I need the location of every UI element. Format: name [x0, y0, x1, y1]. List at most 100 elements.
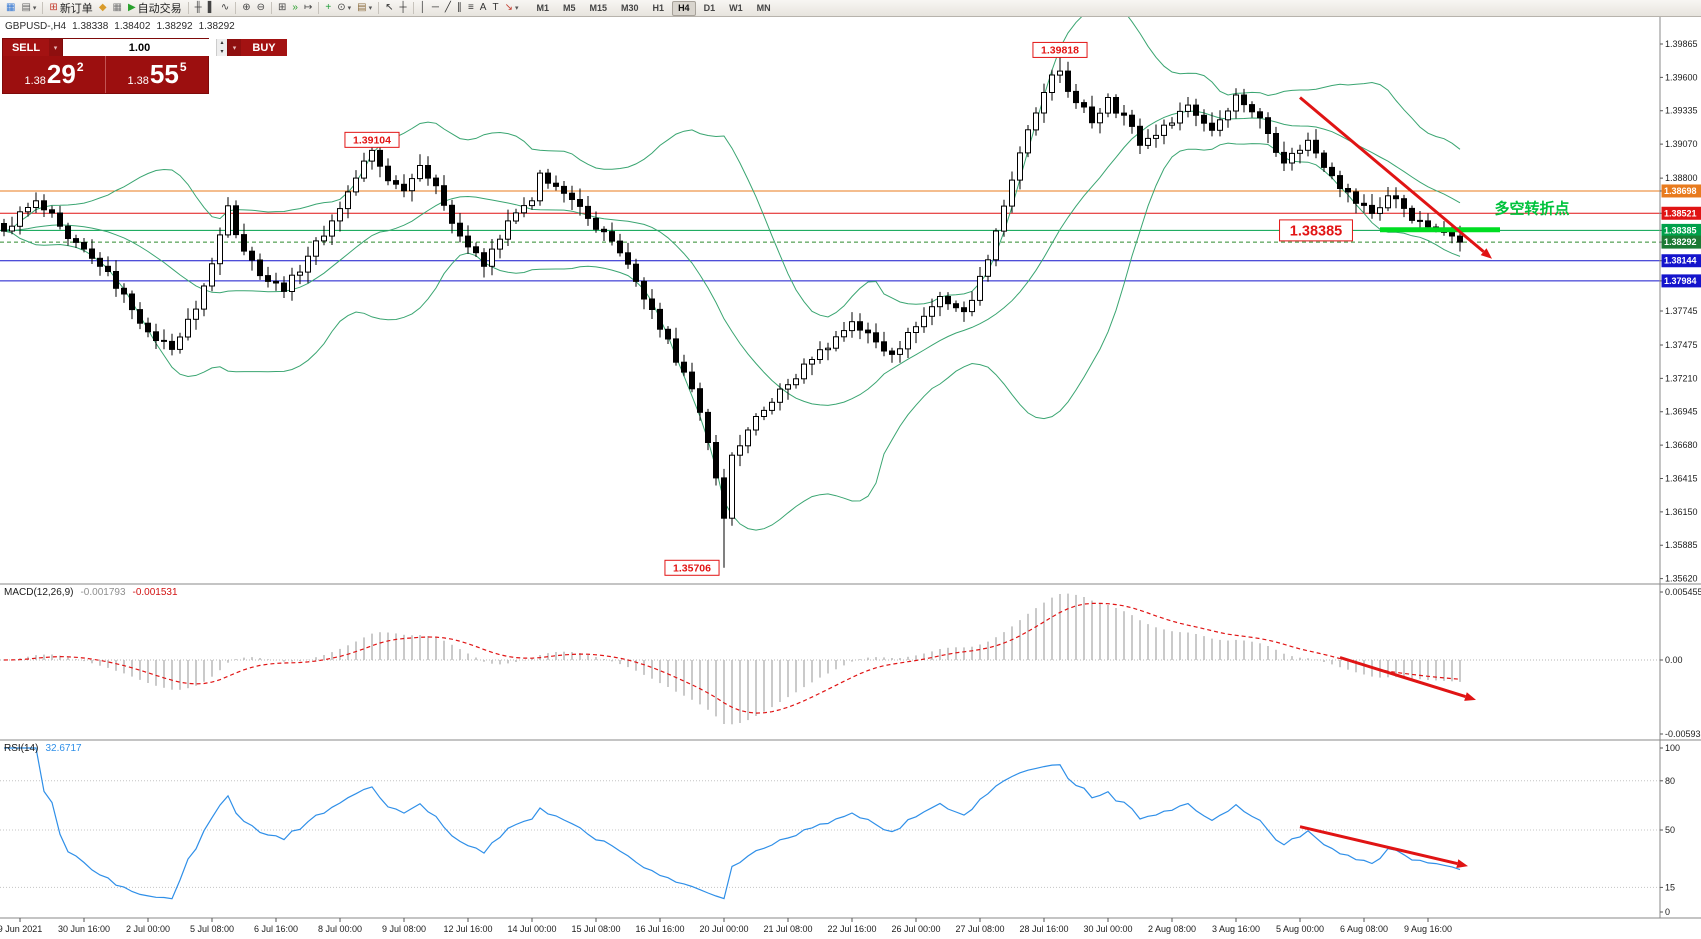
timeframe-w1-button[interactable]: W1	[723, 1, 749, 16]
equidistant-channel-button[interactable]: ∥	[455, 1, 464, 16]
timeframe-h4-button[interactable]: H4	[672, 0, 696, 16]
toolbar-separator	[42, 2, 44, 14]
peak-price-label[interactable]: 1.39818	[1032, 41, 1088, 58]
buy-button[interactable]: BUY	[241, 39, 287, 56]
bar-chart-mode-button[interactable]: ╫	[193, 1, 204, 16]
swing-high-price-label[interactable]: 1.39104	[344, 131, 400, 148]
svg-text:1.38521: 1.38521	[1664, 208, 1697, 218]
indicators-icon: +	[325, 2, 332, 13]
candlestick-mode-button[interactable]: ▌	[206, 1, 217, 16]
arrows-tool-button[interactable]: ↘ ▾	[503, 1, 521, 16]
svg-text:1.37210: 1.37210	[1665, 373, 1698, 383]
svg-text:2 Aug 08:00: 2 Aug 08:00	[1148, 924, 1196, 934]
bid-price[interactable]: 1.38 29 2	[3, 56, 106, 93]
arrows-tool-caret-icon: ▾	[514, 5, 519, 12]
sell-options-caret[interactable]: ▾	[49, 39, 62, 56]
templates-button[interactable]: ▤ ▾	[355, 1, 374, 16]
chart-objects[interactable]	[1299, 96, 1500, 868]
macd-signal-line	[3, 602, 1461, 714]
new-order-button[interactable]: ⊞ 新订单	[47, 1, 94, 16]
macd-axis[interactable]: 0.005455 0.00 -0.005938	[1660, 587, 1701, 739]
annotations[interactable]: 1.39818 1.39104 1.38385 1.35706 多空转折点	[344, 41, 1570, 576]
zoom-in-button[interactable]: ⊕	[240, 1, 252, 16]
timeframe-d1-button[interactable]: D1	[698, 1, 722, 16]
auto-scroll-button[interactable]: »	[290, 1, 300, 16]
ohlc-close: 1.38292	[198, 21, 235, 32]
svg-text:-0.005938: -0.005938	[1665, 729, 1701, 739]
svg-text:1.38292: 1.38292	[1664, 237, 1697, 247]
cursor-button[interactable]: ↖	[383, 1, 395, 16]
volume-up-arrow[interactable]: ▴	[217, 39, 227, 48]
macd-indicator-label: MACD(12,26,9) -0.001793 -0.001531	[4, 587, 178, 598]
svg-text:1.38385: 1.38385	[1290, 223, 1342, 239]
volume-down-arrow[interactable]: ▾	[217, 47, 227, 56]
turning-point-text[interactable]: 多空转折点	[1494, 199, 1569, 217]
trade-controls-row: SELL ▾ ▴ ▾ ▾ BUY	[3, 39, 287, 56]
autotrading-button[interactable]: ▶ 自动交易	[126, 1, 184, 16]
metaeditor-button[interactable]: ◆	[97, 1, 109, 16]
support-price-label[interactable]: 1.38385	[1279, 219, 1353, 242]
rsi-value: 32.6717	[45, 743, 82, 754]
volume-spinner: ▴ ▾	[216, 39, 227, 56]
timeframe-h1-button[interactable]: H1	[647, 1, 671, 16]
timeframe-m1-button[interactable]: M1	[530, 1, 555, 16]
vertical-line-icon: │	[419, 2, 426, 13]
vertical-line-button[interactable]: │	[418, 1, 428, 16]
ask-price[interactable]: 1.38 55 5	[106, 56, 208, 93]
horizontal-lines[interactable]	[0, 190, 1660, 282]
timeframe-m15-button[interactable]: M15	[584, 1, 614, 16]
low-price-label[interactable]: 1.35706	[664, 559, 720, 576]
toolbar-separator	[187, 2, 189, 14]
downtrend-arrow-rsi[interactable]	[1299, 825, 1468, 868]
svg-text:1.38144: 1.38144	[1664, 256, 1697, 266]
trendline-button[interactable]: ╱	[443, 1, 453, 16]
profiles-button[interactable]: ▤ ▾	[19, 1, 38, 16]
periods-button[interactable]: ⊙ ▾	[335, 1, 353, 16]
svg-text:27 Jul 08:00: 27 Jul 08:00	[955, 924, 1004, 934]
svg-text:22 Jul 16:00: 22 Jul 16:00	[827, 924, 876, 934]
trendline-icon: ╱	[444, 2, 451, 13]
crosshair-button[interactable]: ┼	[397, 1, 408, 16]
text-button[interactable]: A	[478, 1, 489, 16]
downtrend-arrow-macd[interactable]	[1339, 656, 1476, 701]
time-axis[interactable]: 9 Jun 2021 30 Jun 16:00 2 Jul 00:00 5 Jul 0…	[0, 918, 1452, 934]
toolbar-separator	[235, 2, 237, 14]
svg-text:9 Jun 2021: 9 Jun 2021	[0, 924, 42, 934]
bid-price-prefix: 1.38	[24, 75, 46, 87]
macd-histogram	[3, 593, 1461, 725]
rsi-axis[interactable]: 100 80 50 15 0	[1660, 743, 1680, 917]
sell-button[interactable]: SELL	[3, 39, 49, 56]
horizontal-line-icon: ─	[431, 2, 439, 13]
indicators-button[interactable]: +	[323, 1, 333, 16]
svg-text:30 Jul 00:00: 30 Jul 00:00	[1083, 924, 1132, 934]
line-chart-mode-button[interactable]: ∿	[219, 1, 231, 16]
zoom-out-icon: ⊖	[256, 2, 266, 13]
svg-text:30 Jun 16:00: 30 Jun 16:00	[58, 924, 110, 934]
candlestick-mode-icon: ▌	[207, 2, 215, 13]
downtrend-arrow-main[interactable]	[1299, 96, 1492, 259]
tile-windows-button[interactable]: ⊞	[276, 1, 288, 16]
svg-text:15: 15	[1665, 882, 1675, 892]
price-axis[interactable]: 1.39865 1.39600 1.39335 1.39070 1.38800 1.377…	[1660, 39, 1701, 584]
chart-shift-button[interactable]: ↦	[302, 1, 314, 16]
fibonacci-button[interactable]: ≡	[466, 1, 476, 16]
new-chart-button[interactable]: ▦	[4, 1, 17, 16]
buy-options-caret[interactable]: ▾	[228, 39, 241, 56]
timeframe-m30-button[interactable]: M30	[615, 1, 645, 16]
horizontal-line-button[interactable]: ─	[430, 1, 441, 16]
volume-input[interactable]	[63, 39, 216, 56]
macd-name: MACD(12,26,9)	[4, 587, 74, 598]
text-label-button[interactable]: T	[490, 1, 500, 16]
svg-text:15 Jul 08:00: 15 Jul 08:00	[571, 924, 620, 934]
cursor-icon: ↖	[385, 2, 394, 13]
svg-text:1.35885: 1.35885	[1665, 540, 1698, 550]
timeframe-mn-button[interactable]: MN	[751, 1, 777, 16]
chart-windows-button[interactable]: ▦	[111, 1, 124, 16]
timeframe-m5-button[interactable]: M5	[557, 1, 582, 16]
svg-text:0.00: 0.00	[1665, 655, 1683, 665]
svg-text:100: 100	[1665, 743, 1680, 753]
zoom-out-button[interactable]: ⊖	[255, 1, 267, 16]
bid-price-pips: 29	[46, 59, 76, 89]
